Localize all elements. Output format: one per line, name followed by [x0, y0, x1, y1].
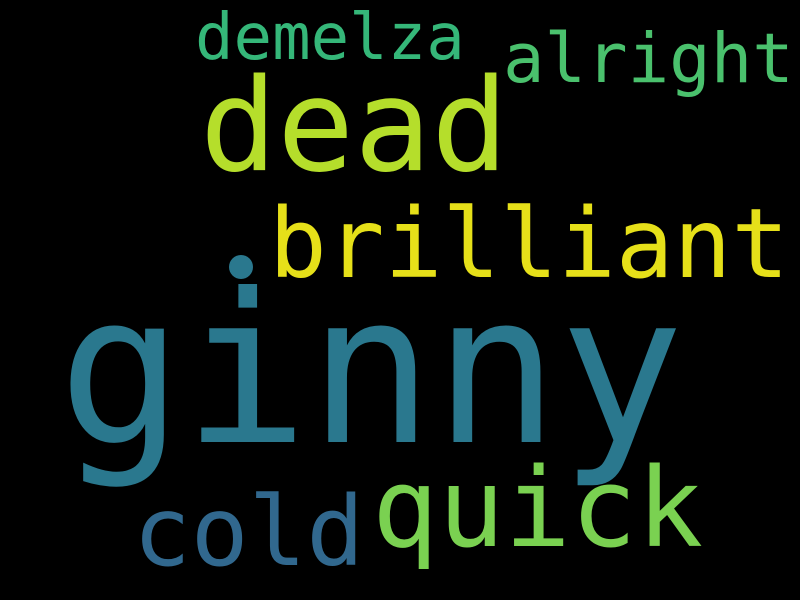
word-demelza: demelza: [195, 1, 465, 75]
word-quick: quick: [372, 444, 704, 572]
word-dead: dead: [200, 52, 509, 201]
word-ginny: ginny: [58, 250, 685, 492]
word-alright: alright: [503, 19, 794, 99]
word-cold: cold: [133, 476, 365, 588]
word-brilliant: brilliant: [269, 188, 790, 300]
dot-mark: [229, 255, 253, 279]
